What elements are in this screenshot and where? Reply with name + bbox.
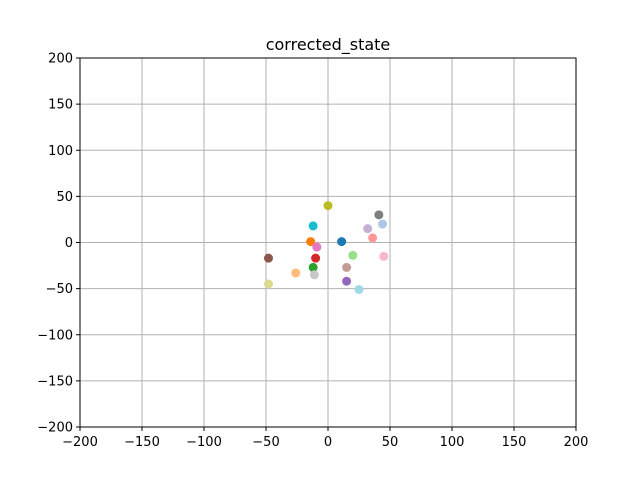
- data-point: [368, 233, 378, 243]
- y-tick-label: 50: [56, 190, 73, 205]
- y-axis-ticks: −200 −150 −100 −50 0 50 100 150 200: [37, 52, 80, 436]
- y-tick-label: 150: [48, 98, 73, 113]
- x-tick-label: 0: [324, 435, 332, 450]
- data-point: [374, 210, 384, 220]
- x-tick-label: −200: [62, 435, 98, 450]
- x-tick-label: −150: [124, 435, 160, 450]
- data-point: [342, 262, 352, 272]
- data-points: [263, 201, 389, 295]
- data-point: [308, 262, 318, 272]
- data-point: [291, 268, 301, 278]
- x-axis-ticks: −200 −150 −100 −50 0 50 100 150 200: [62, 427, 588, 450]
- x-tick-label: 50: [382, 435, 399, 450]
- y-tick-label: 0: [65, 236, 73, 251]
- x-tick-label: −50: [252, 435, 279, 450]
- y-tick-label: −100: [37, 328, 73, 343]
- x-tick-label: 200: [564, 435, 589, 450]
- x-tick-label: 150: [502, 435, 527, 450]
- y-tick-label: 100: [48, 144, 73, 159]
- x-tick-label: 100: [440, 435, 465, 450]
- data-point: [348, 250, 358, 260]
- data-point: [337, 237, 347, 247]
- data-point: [312, 242, 322, 252]
- y-tick-label: −200: [37, 421, 73, 436]
- data-point: [323, 201, 333, 211]
- data-point: [363, 224, 373, 234]
- data-point: [263, 253, 273, 263]
- data-point: [263, 279, 273, 289]
- data-point: [306, 237, 316, 247]
- y-tick-label: −150: [37, 374, 73, 389]
- y-tick-label: −50: [46, 282, 73, 297]
- data-point: [309, 270, 319, 280]
- chart-title: corrected_state: [266, 35, 391, 55]
- data-point: [342, 276, 352, 286]
- data-point: [378, 219, 388, 229]
- data-point: [311, 253, 321, 263]
- grid: [79, 57, 577, 428]
- y-tick-label: 200: [48, 52, 73, 67]
- x-tick-label: −100: [186, 435, 222, 450]
- data-point: [379, 251, 389, 261]
- data-point: [354, 285, 364, 295]
- data-point: [308, 221, 318, 231]
